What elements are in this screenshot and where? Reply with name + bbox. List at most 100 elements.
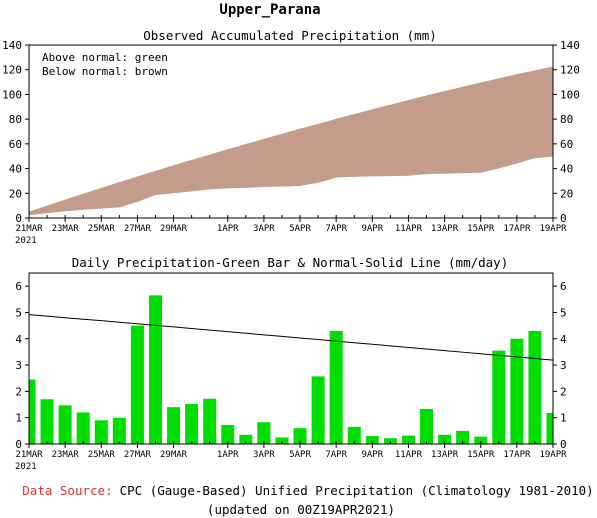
y-tick-label-left: 6 <box>15 280 22 293</box>
x-tick-label: 15APR <box>467 224 495 234</box>
daily-bar <box>546 412 553 444</box>
accumulated-fill-segment <box>100 181 120 209</box>
daily-bar <box>112 417 126 444</box>
daily-bar <box>29 379 36 444</box>
accumulated-fill-segment <box>462 82 482 174</box>
y-tick-label-right: 1 <box>560 412 567 425</box>
normal-line <box>28 314 554 361</box>
x-tick-label: 11APR <box>395 450 423 460</box>
accumulated-fill-segment <box>498 74 518 169</box>
daily-bar <box>221 425 235 444</box>
x-tick-label: 11APR <box>395 224 423 234</box>
accumulated-fill-segment <box>353 109 373 177</box>
x-tick-label: 17APR <box>503 450 531 460</box>
legend-above: Above normal: green <box>42 51 168 64</box>
x-tick-label: 29MAR <box>160 450 188 460</box>
x-tick-label: 27MAR <box>124 224 152 234</box>
accumulated-fill-segment <box>227 143 247 189</box>
y-tick-label-left: 0 <box>15 212 22 225</box>
accumulated-fill-segment <box>335 113 355 178</box>
x-tick-label: 3APR <box>253 224 275 234</box>
data-source-text: CPC (Gauge-Based) Unified Precipitation … <box>120 483 594 498</box>
daily-bar <box>528 330 542 444</box>
legend-below: Below normal: brown <box>42 65 168 78</box>
accumulated-fill-segment <box>408 95 427 176</box>
y-tick-label-left: 2 <box>15 385 22 398</box>
accumulated-fill-segment <box>46 199 66 214</box>
y-tick-label-right: 5 <box>560 306 567 319</box>
daily-bar <box>239 434 253 444</box>
accumulated-axes: 0 0 20 20 40 40 60 60 80 80 100 100 120 120 140 140 21MA… <box>2 39 580 234</box>
x-tick-label: 17APR <box>503 224 531 234</box>
daily-bar <box>130 325 144 444</box>
daily-bar <box>40 399 54 444</box>
y-tick-label-left: 5 <box>15 306 22 319</box>
x-tick-label: 3APR <box>253 450 275 460</box>
accumulated-fill-segment <box>209 149 229 190</box>
daily-bar <box>311 376 325 444</box>
x-tick-label: 7APR <box>325 450 347 460</box>
figure-title: Upper_Parana <box>219 2 320 18</box>
y-tick-label-left: 20 <box>9 187 22 200</box>
accumulated-fill-segment <box>191 154 210 192</box>
accumulated-year-label: 2021 <box>15 236 37 246</box>
x-tick-label: 5APR <box>289 224 311 234</box>
x-tick-label: 5APR <box>289 450 311 460</box>
x-tick-label: 9APR <box>361 224 383 234</box>
daily-year-label: 2021 <box>15 462 37 472</box>
x-tick-label: 23MAR <box>52 450 80 460</box>
daily-bar <box>365 436 379 444</box>
accumulated-fill-segment <box>137 170 156 203</box>
accumulated-fill-segment <box>263 133 283 187</box>
accumulated-fill-segment <box>245 138 265 188</box>
accumulated-fill-segment <box>372 104 391 177</box>
data-source: Data Source: CPC (Gauge-Based) Unified Pr… <box>22 483 593 498</box>
x-tick-label: 25MAR <box>88 224 116 234</box>
daily-bar <box>58 405 72 444</box>
accumulated-fill-segment <box>426 90 445 175</box>
daily-bar <box>347 426 361 444</box>
y-tick-label-left: 140 <box>2 39 22 52</box>
x-tick-label: 19APR <box>539 450 567 460</box>
accumulated-fill-segment <box>480 78 500 173</box>
y-tick-label-left: 40 <box>9 163 22 176</box>
x-tick-label: 1APR <box>217 450 239 460</box>
y-tick-label-left: 3 <box>15 359 22 372</box>
y-tick-label-left: 0 <box>15 438 22 451</box>
accumulated-fill-segment <box>317 118 337 183</box>
accumulated-area-group <box>28 66 554 216</box>
x-tick-label: 9APR <box>361 450 383 460</box>
accumulated-fill-segment <box>64 193 84 212</box>
daily-frame <box>28 272 554 445</box>
daily-bar <box>474 436 488 444</box>
x-tick-label: 23MAR <box>52 224 80 234</box>
daily-bar <box>167 407 181 444</box>
daily-bar <box>94 420 108 444</box>
x-tick-label: 29MAR <box>160 224 188 234</box>
y-tick-label-right: 40 <box>560 163 573 176</box>
daily-bar <box>293 428 307 444</box>
updated-label: (updated on 00Z19APR2021) <box>207 502 395 517</box>
accumulated-fill-segment <box>390 99 409 177</box>
y-tick-label-right: 80 <box>560 113 573 126</box>
y-tick-label-left: 60 <box>9 138 22 151</box>
daily-bar <box>275 437 289 444</box>
x-tick-label: 7APR <box>325 224 347 234</box>
accumulated-fill-segment <box>281 128 301 187</box>
y-tick-label-right: 100 <box>560 88 580 101</box>
accumulated-fill-segment <box>299 123 319 186</box>
accumulated-fill-segment <box>444 86 463 174</box>
daily-bar <box>257 422 271 444</box>
daily-axes: 0 0 1 1 2 2 3 3 4 4 5 5 6 6 21MAR 23MAR 25MAR 27MAR 29MAR 1… <box>15 280 567 460</box>
daily-bar <box>148 295 162 444</box>
daily-bar <box>438 434 452 444</box>
x-tick-label: 19APR <box>539 224 567 234</box>
x-tick-label: 1APR <box>217 224 239 234</box>
y-tick-label-right: 6 <box>560 280 567 293</box>
x-tick-label: 21MAR <box>15 450 43 460</box>
data-source-label: Data Source: <box>22 483 112 498</box>
daily-bar <box>329 330 343 444</box>
y-tick-label-right: 20 <box>560 187 573 200</box>
daily-bar <box>203 398 217 444</box>
y-tick-label-right: 60 <box>560 138 573 151</box>
